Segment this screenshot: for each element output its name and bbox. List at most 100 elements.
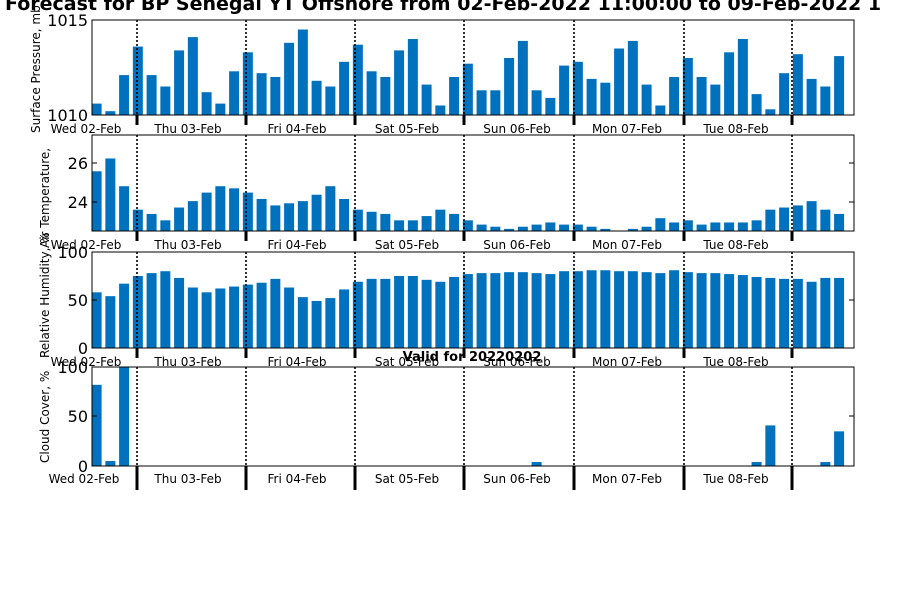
air-temperature-bar	[600, 228, 611, 231]
surface-pressure-bar	[724, 52, 735, 115]
surface-pressure-bar	[751, 94, 762, 115]
relative-humidity-bar	[119, 283, 130, 348]
air-temperature-axes-frame	[91, 134, 855, 232]
surface-pressure-bar	[559, 65, 570, 115]
air-temperature-bar	[284, 203, 295, 231]
cloud-cover-bars	[91, 367, 845, 466]
surface-pressure-bar	[572, 61, 583, 115]
surface-pressure-bar	[160, 86, 171, 115]
air-temperature-bar	[834, 213, 845, 231]
day-label: Wed 02-Feb	[51, 122, 122, 136]
relative-humidity-bar	[91, 292, 102, 348]
air-temperature-bar	[572, 224, 583, 231]
relative-humidity-bar	[820, 277, 831, 348]
relative-humidity-bar	[669, 270, 680, 348]
relative-humidity-bar	[655, 273, 666, 348]
air-temperature-bar	[586, 226, 597, 231]
air-temperature-bar	[215, 186, 226, 231]
day-label: Tue 08-Feb	[702, 122, 768, 136]
air-temperature-bar	[490, 226, 501, 231]
relative-humidity-bar	[160, 271, 171, 348]
air-temperature-bar	[641, 226, 652, 231]
cloud-cover-bar	[751, 462, 762, 466]
air-temperature-bar	[517, 226, 528, 231]
relative-humidity-day-labels: Wed 02-Feb Thu 03-Feb Fri 04-Feb Sat 05-…	[51, 355, 769, 369]
cloud-cover-day-dividers	[135, 367, 794, 490]
cloud-cover-bar	[91, 384, 102, 466]
relative-humidity-bar	[806, 281, 817, 348]
surface-pressure-bar	[297, 29, 308, 115]
air-temperature-ytick-24: 24	[68, 193, 88, 212]
air-temperature-bar	[531, 224, 542, 231]
surface-pressure-bar	[325, 86, 336, 115]
day-label: Mon 07-Feb	[592, 238, 662, 252]
surface-pressure-bar	[449, 77, 460, 115]
relative-humidity-bar	[504, 272, 515, 348]
air-temperature-bar	[627, 228, 638, 231]
air-temperature-ylabel: Air Temperature,	[38, 148, 52, 248]
relative-humidity-bar	[614, 271, 625, 348]
surface-pressure-bar	[201, 92, 212, 115]
relative-humidity-ytick-50: 50	[68, 291, 88, 310]
valid-date-annotation: Valid for 20220202	[403, 350, 542, 365]
air-temperature-bars	[91, 158, 845, 231]
relative-humidity-bar	[751, 276, 762, 348]
air-temperature-bar	[724, 222, 735, 231]
cloud-cover-ylabel: Cloud Cover, %	[38, 371, 52, 463]
air-temperature-bar	[297, 201, 308, 231]
figure-title: Forecast for BP Senegal YT Offshore from…	[5, 0, 881, 15]
relative-humidity-ylabel: Relative Humidity, %	[38, 232, 52, 358]
relative-humidity-bar	[105, 296, 116, 348]
air-temperature-bar	[325, 186, 336, 231]
surface-pressure-bar	[270, 77, 281, 115]
surface-pressure-bar	[834, 56, 845, 115]
surface-pressure-bar	[91, 103, 102, 115]
surface-pressure-bar	[600, 82, 611, 115]
relative-humidity-bar	[545, 274, 556, 348]
relative-humidity-ytick-100: 100	[57, 243, 88, 262]
surface-pressure-bar	[586, 78, 597, 115]
air-temperature-bar	[407, 220, 418, 231]
relative-humidity-panel: 100 50 0 Relative Humidity, % Wed 02-Feb…	[38, 232, 855, 369]
relative-humidity-bar	[779, 278, 790, 348]
day-label: Sat 05-Feb	[375, 122, 439, 136]
air-temperature-bar	[270, 205, 281, 231]
surface-pressure-bar	[517, 40, 528, 115]
day-label: Sun 06-Feb	[483, 238, 551, 252]
surface-pressure-bar	[476, 90, 487, 115]
relative-humidity-bar	[201, 292, 212, 348]
air-temperature-bar	[435, 209, 446, 231]
cloud-cover-bar	[834, 431, 845, 466]
surface-pressure-bar	[614, 48, 625, 115]
surface-pressure-bar	[682, 58, 693, 115]
relative-humidity-bar	[517, 272, 528, 348]
relative-humidity-bar	[339, 289, 350, 348]
surface-pressure-bar	[806, 78, 817, 115]
surface-pressure-bar	[229, 71, 240, 115]
air-temperature-bar	[545, 222, 556, 231]
surface-pressure-bar	[462, 63, 473, 115]
relative-humidity-bar	[215, 288, 226, 348]
surface-pressure-bar	[792, 54, 803, 115]
surface-pressure-day-labels: Wed 02-Feb Thu 03-Feb Fri 04-Feb Sat 05-…	[51, 122, 769, 136]
relative-humidity-bar	[490, 273, 501, 348]
day-label: Wed 02-Feb	[49, 472, 120, 486]
day-label: Mon 07-Feb	[592, 355, 662, 369]
day-label: Tue 08-Feb	[702, 472, 768, 486]
relative-humidity-bar	[229, 286, 240, 348]
surface-pressure-bar	[256, 73, 267, 115]
surface-pressure-bar	[407, 39, 418, 115]
air-temperature-bar	[559, 224, 570, 231]
relative-humidity-bar	[146, 273, 157, 348]
relative-humidity-bar	[792, 278, 803, 348]
surface-pressure-bar	[737, 39, 748, 115]
day-label: Thu 03-Feb	[153, 122, 221, 136]
air-temperature-bar	[779, 207, 790, 231]
surface-pressure-bars	[91, 29, 845, 116]
relative-humidity-bar	[132, 276, 143, 348]
surface-pressure-bar	[132, 46, 143, 115]
cloud-cover-ytick-50: 50	[68, 407, 88, 426]
air-temperature-bar	[105, 158, 116, 231]
surface-pressure-bar	[311, 80, 322, 115]
air-temperature-bar	[682, 220, 693, 231]
